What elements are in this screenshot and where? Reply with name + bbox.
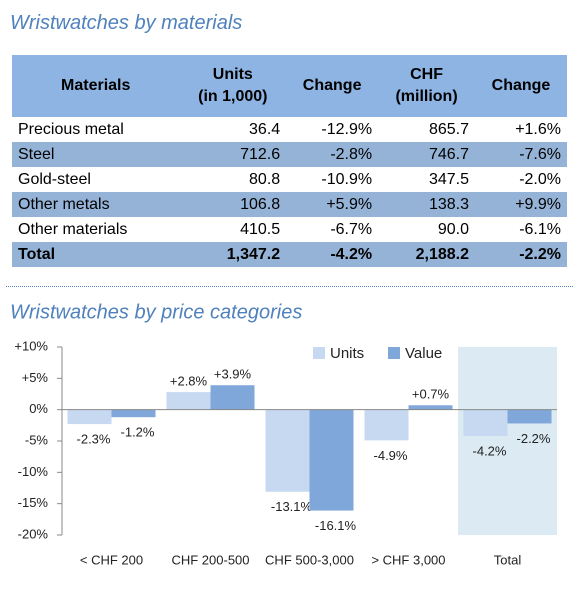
header-cell: Change bbox=[474, 55, 567, 117]
table-cell: -10.9% bbox=[321, 170, 373, 188]
table-cell: -7.6% bbox=[474, 142, 567, 167]
table-cell: 106.8 bbox=[179, 192, 287, 217]
y-tick-label: -5% bbox=[25, 432, 49, 447]
x-tick-label: Total bbox=[494, 552, 522, 567]
table-cell: 80.8 bbox=[249, 170, 281, 188]
table-cell: Other metals bbox=[12, 192, 180, 217]
bar bbox=[463, 409, 508, 436]
table-body: Precious metal 36.4 -12.9% 865.7 +1.6% Steel 7… bbox=[12, 117, 567, 267]
table-row: Steel 712.6 -2.8% 746.7 -7.6% bbox=[12, 142, 567, 167]
bar bbox=[210, 385, 255, 410]
legend-swatch bbox=[313, 347, 325, 359]
table-cell: 347.5 bbox=[428, 170, 469, 188]
table-cell: +1.6% bbox=[515, 120, 561, 138]
table-title: Wristwatches by materials bbox=[10, 12, 243, 34]
data-label: -13.1% bbox=[271, 499, 313, 514]
y-tick-label: -15% bbox=[18, 495, 49, 510]
header-text: Units bbox=[212, 66, 253, 83]
bar bbox=[364, 409, 409, 441]
x-tick-label: CHF 500-3,000 bbox=[265, 552, 354, 567]
header-text: Change bbox=[302, 77, 362, 94]
data-label: -2.3% bbox=[77, 432, 111, 447]
y-tick-label: +5% bbox=[22, 370, 49, 385]
data-label: -16.1% bbox=[315, 518, 357, 533]
bar bbox=[507, 409, 552, 424]
table-cell: -6.1% bbox=[519, 220, 561, 238]
header-text: Materials bbox=[61, 77, 131, 94]
table-cell: 410.5 bbox=[240, 220, 281, 238]
header-text: (million) bbox=[395, 88, 458, 105]
header-cell: Units (in 1,000) bbox=[179, 55, 287, 117]
table-cell: 1,347.2 bbox=[179, 242, 287, 267]
x-tick-label: > CHF 3,000 bbox=[371, 552, 445, 567]
data-label: -4.2% bbox=[473, 443, 507, 458]
table-row: Other materials 410.5 -6.7% 90.0 -6.1% bbox=[12, 217, 567, 242]
table-cell: Gold-steel bbox=[18, 170, 91, 188]
table-cell: -2.2% bbox=[474, 242, 567, 267]
table-cell: Precious metal bbox=[18, 120, 124, 138]
table-cell: -4.2% bbox=[286, 242, 379, 267]
table-cell: -2.0% bbox=[519, 170, 561, 188]
table-cell: -2.8% bbox=[286, 142, 379, 167]
separator bbox=[6, 286, 573, 287]
table-cell: +9.9% bbox=[474, 192, 567, 217]
table-row: Precious metal 36.4 -12.9% 865.7 +1.6% bbox=[12, 117, 567, 142]
data-label: -4.9% bbox=[374, 448, 408, 463]
legend-label: Value bbox=[405, 345, 442, 362]
legend-swatch bbox=[388, 347, 400, 359]
table-cell: 865.7 bbox=[428, 120, 469, 138]
header-cell: CHF (million) bbox=[378, 55, 475, 117]
bar bbox=[111, 409, 156, 418]
header-cell: Change bbox=[286, 55, 379, 117]
table-cell: -6.7% bbox=[330, 220, 373, 238]
table-cell: +5.9% bbox=[286, 192, 379, 217]
bar bbox=[309, 409, 354, 511]
chart-title: Wristwatches by price categories bbox=[10, 301, 302, 323]
header-cell: Materials bbox=[12, 55, 180, 117]
data-label: -1.2% bbox=[121, 425, 155, 440]
table-row: Other metals 106.8 +5.9% 138.3 +9.9% bbox=[12, 192, 567, 217]
data-label: +3.9% bbox=[214, 367, 252, 382]
y-tick-label: +10% bbox=[14, 338, 48, 353]
table-cell: 712.6 bbox=[179, 142, 287, 167]
table-cell: Steel bbox=[12, 142, 180, 167]
y-tick-label: 0% bbox=[29, 401, 48, 416]
bar bbox=[408, 405, 453, 410]
data-label: +2.8% bbox=[170, 374, 208, 389]
materials-table: Materials Units (in 1,000) Change CHF (millio… bbox=[12, 55, 567, 267]
bar bbox=[265, 409, 310, 492]
header-text: CHF bbox=[410, 66, 443, 83]
bar bbox=[166, 392, 211, 410]
y-tick-label: -20% bbox=[18, 526, 49, 541]
data-label: -2.2% bbox=[517, 431, 551, 446]
highlight-band bbox=[458, 347, 557, 535]
table-cell: 2,188.2 bbox=[378, 242, 475, 267]
data-label: +0.7% bbox=[412, 387, 450, 402]
y-tick-label: -10% bbox=[18, 464, 49, 479]
table-cell: 90.0 bbox=[437, 220, 469, 238]
table-row: Total 1,347.2 -4.2% 2,188.2 -2.2% bbox=[12, 242, 567, 267]
table-cell: 138.3 bbox=[378, 192, 475, 217]
table-row: Gold-steel 80.8 -10.9% 347.5 -2.0% bbox=[12, 167, 567, 192]
table-cell: 746.7 bbox=[378, 142, 475, 167]
table-cell: 36.4 bbox=[249, 120, 281, 138]
header-text: Change bbox=[491, 77, 551, 94]
table-cell: -12.9% bbox=[321, 120, 373, 138]
x-tick-label: CHF 200-500 bbox=[171, 552, 249, 567]
x-tick-label: < CHF 200 bbox=[80, 552, 143, 567]
table-cell: Other materials bbox=[18, 220, 128, 238]
header-row: Materials Units (in 1,000) Change CHF (millio… bbox=[12, 55, 567, 117]
header-text: (in 1,000) bbox=[198, 88, 268, 105]
bar bbox=[67, 409, 112, 425]
table-cell: Total bbox=[12, 242, 180, 267]
legend-label: Units bbox=[330, 345, 364, 362]
